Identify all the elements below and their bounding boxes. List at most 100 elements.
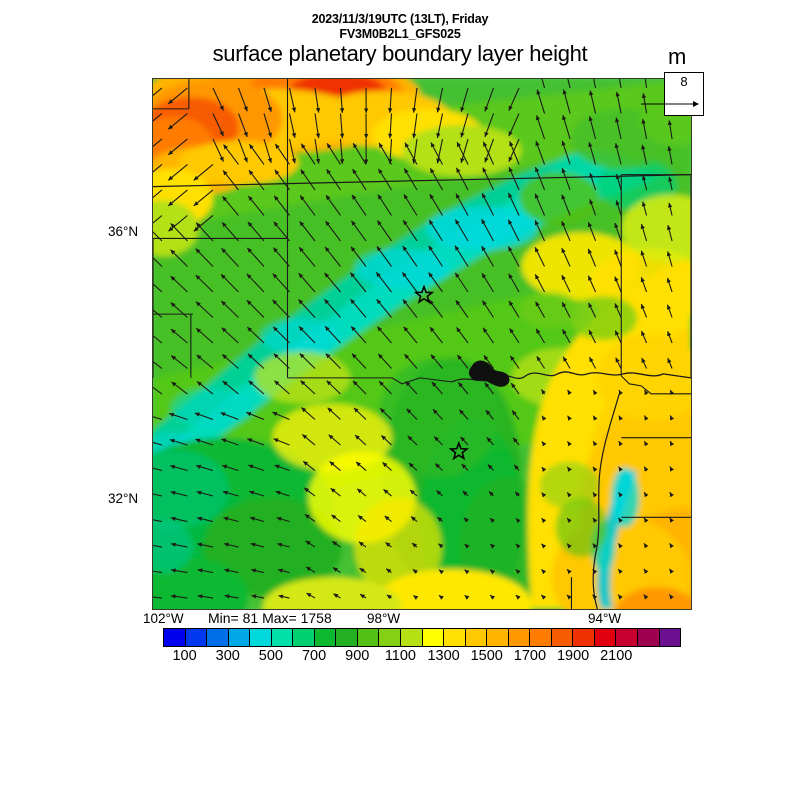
wind-vector-arrow [561,301,571,318]
wind-vector-arrow [460,87,469,113]
wind-vector-arrow [170,516,188,523]
wind-vector-arrow [561,167,571,191]
colorbar-cell [357,629,380,646]
wind-vector-arrow [644,79,648,89]
wind-vector-arrow [541,543,547,549]
wind-vector-arrow [592,415,598,421]
wind-vector-arrow [249,490,265,497]
wind-vector-arrow [456,327,469,344]
wind-vector-arrow [592,543,598,549]
wind-vector-arrow [668,176,673,191]
wind-vector-arrow [273,353,290,369]
wind-vector-arrow [406,408,418,420]
wind-vector-arrow [515,543,521,549]
wind-vectors [153,79,675,600]
wind-vector-arrow [306,592,316,599]
wind-vector-arrow [561,140,571,165]
wind-vector-arrow [272,299,290,318]
wind-vector-arrow [508,300,520,318]
wind-vector-arrow [618,466,623,472]
wind-vector-arrow [325,353,341,369]
wind-vector-arrow [277,542,290,548]
wind-vector-arrow [153,360,163,369]
map-plot-area[interactable] [152,78,692,610]
wind-vector-arrow [403,326,418,344]
wind-vector-arrow [562,89,571,114]
wind-vector-arrow [592,594,598,600]
wind-vector-arrow [567,389,572,395]
wind-vector-arrow [456,141,469,165]
wind-vector-arrow [541,517,547,524]
wind-vector-arrow [541,492,547,498]
wind-vector-arrow [666,224,673,242]
wind-vector-arrow [640,303,648,318]
wind-vector-arrow [428,272,443,293]
station-marker[interactable] [448,440,470,461]
wind-vector-arrow [412,568,418,574]
wind-vector-arrow [641,93,648,114]
wind-vector-arrow [589,172,597,191]
wind-vector-arrow [429,167,444,191]
wind-vector-arrow [263,138,272,164]
wind-vector-arrow [246,273,265,293]
unit-label: m [668,44,687,69]
wind-vector-arrow [587,221,597,242]
wind-vector-arrow [222,490,239,497]
wind-vector-arrow [488,490,494,497]
wind-vector-arrow [481,193,495,216]
wind-vector-arrow [384,515,392,522]
wind-vector-arrow [643,491,649,498]
wind-vector-arrow [220,273,239,293]
wind-vector-arrow [455,193,469,216]
colorbar-tick-label: 1700 [513,648,547,664]
wind-vector-arrow [508,166,520,191]
wind-vector-arrow [541,79,546,89]
wind-vector-arrow [355,461,367,471]
wind-vector-arrow [589,90,597,114]
wind-vector-arrow [248,380,265,395]
wind-vector-arrow [487,464,494,471]
wind-vector-arrow [169,412,188,421]
colorbar[interactable] [163,628,681,647]
wind-vector-arrow [223,144,239,165]
wind-vector-arrow [378,142,392,165]
wind-vector-arrow [170,249,188,267]
wind-vector-arrow [454,272,469,293]
wind-vector-arrow [567,79,571,89]
wind-vector-arrow [300,380,316,395]
wind-vector-arrow [643,517,649,523]
wind-vector-arrow [566,492,572,498]
colorbar-tick-label: 1100 [384,648,416,664]
wind-vector-arrow [463,517,469,523]
wind-vector-arrow [640,277,648,293]
wind-vector-arrow [456,354,469,369]
wind-vector-arrow [314,87,321,113]
wind-vector-arrow [482,327,494,344]
wind-vector-arrow [436,87,444,113]
colorbar-cell [594,629,617,646]
wind-vector-arrow [644,389,649,396]
wind-vector-arrow [617,543,623,549]
wind-vector-arrow [299,353,316,369]
wind-vector-arrow [561,194,571,216]
wind-reference-key: 8 [641,72,704,116]
colorbar-cell [185,629,208,646]
wind-vector-arrow [509,355,520,369]
wind-vector-arrow [641,175,648,191]
wind-vector-arrow [222,380,239,395]
wind-vector-arrow [641,144,648,165]
station-markers[interactable] [153,79,691,609]
wind-vector-arrow [212,138,224,162]
wind-vector-arrow [666,304,673,318]
wind-vector-arrow [193,189,214,207]
wind-vector-arrow [541,389,546,395]
wind-vector-arrow [615,200,622,216]
wind-vector-arrow [592,466,598,472]
station-marker[interactable] [413,284,435,304]
wind-vector-arrow [412,87,418,113]
wind-vector-arrow [403,194,418,216]
wind-vector-arrow [567,441,572,447]
wind-vector-arrow [153,231,163,242]
wind-vector-arrow [667,120,673,140]
wind-vector-arrow [170,302,188,318]
